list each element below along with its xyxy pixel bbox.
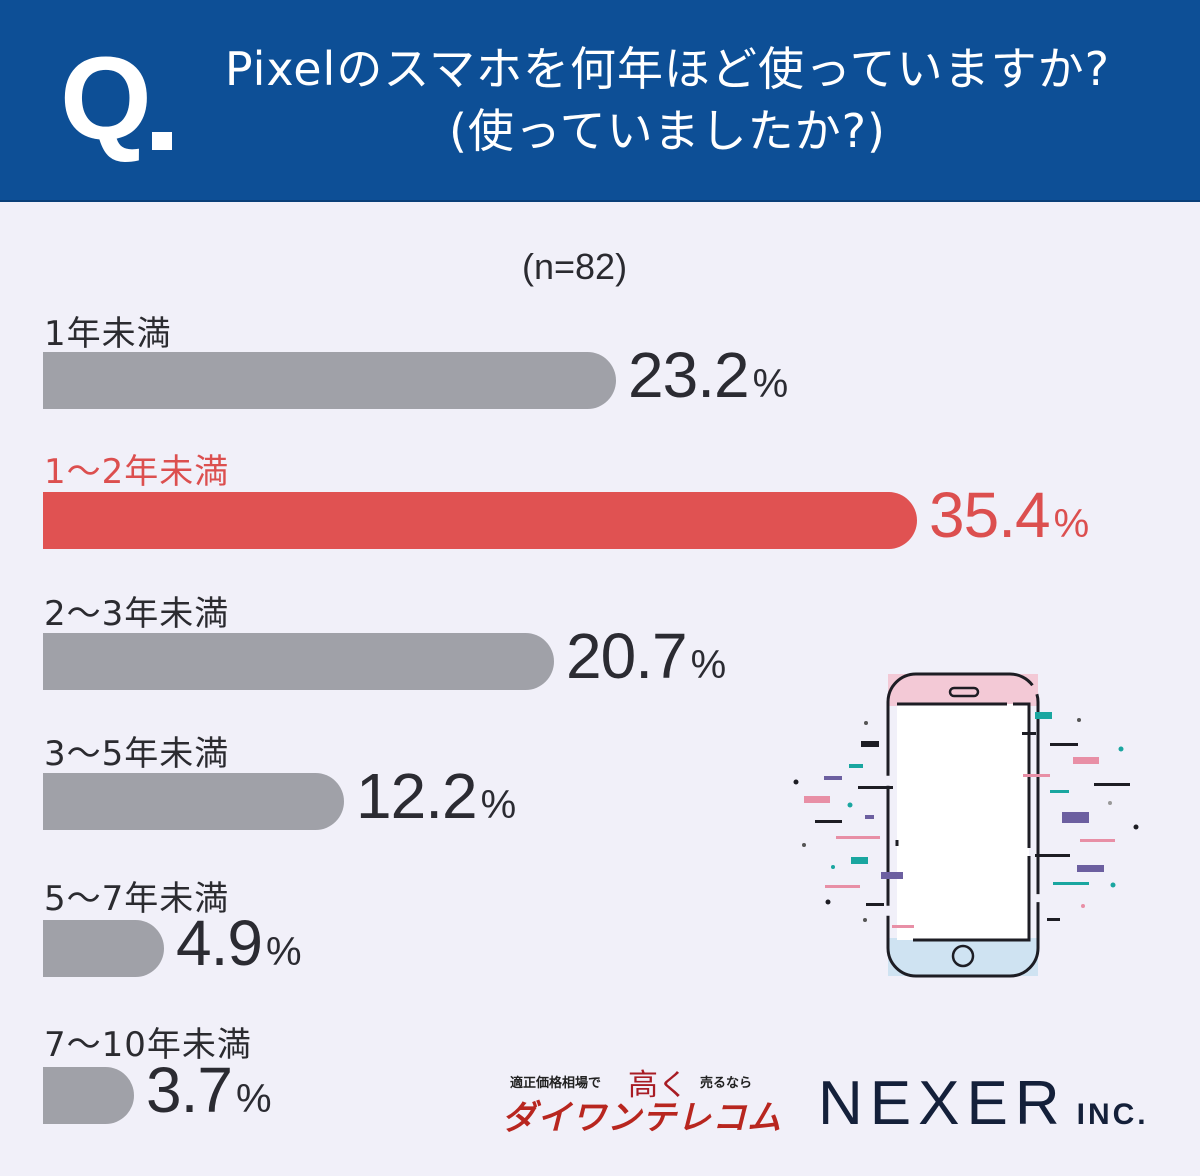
smartphone-illustration-icon: [793, 672, 1139, 978]
category-label: 5〜7年未満: [44, 879, 230, 919]
value-number: 4.9: [176, 907, 263, 979]
company-suffix: INC.: [1076, 1098, 1149, 1131]
question-title: Pixelのスマホを何年ほど使っていますか? (使っていましたか?): [175, 38, 1160, 162]
bar: [43, 633, 554, 690]
percent-sign: %: [265, 930, 302, 974]
bar: [43, 773, 344, 830]
nexer-logo: NEXER INC.: [818, 1068, 1149, 1139]
sponsor-tagline-emphasis: 高く: [628, 1068, 688, 1103]
category-label: 1〜2年未満: [44, 452, 230, 492]
value-number: 23.2: [628, 339, 750, 411]
percent-sign: %: [690, 643, 727, 687]
category-label: 2〜3年未満: [44, 594, 230, 634]
sponsor-tagline-post: 売るなら: [700, 1076, 753, 1091]
percent-sign: %: [752, 362, 789, 406]
value-number: 20.7: [566, 620, 688, 692]
value-label: 35.4%: [929, 478, 1089, 552]
category-label: 1年未満: [44, 314, 172, 354]
question-header: Q Pixelのスマホを何年ほど使っていますか? (使っていましたか?): [0, 0, 1200, 202]
percent-sign: %: [480, 783, 517, 827]
sponsor-brand-name: ダイワンテレコム: [502, 1098, 782, 1138]
category-label: 7〜10年未満: [44, 1025, 252, 1065]
value-label: 12.2%: [356, 759, 516, 833]
value-label: 4.9%: [176, 906, 302, 980]
q-dot: [152, 132, 172, 150]
company-name: NEXER: [818, 1069, 1067, 1138]
value-number: 3.7: [146, 1054, 233, 1126]
q-mark: Q: [60, 33, 152, 165]
bar: [43, 492, 917, 549]
category-label: 3〜5年未満: [44, 734, 230, 774]
value-number: 35.4: [929, 479, 1051, 551]
title-line-1: Pixelのスマホを何年ほど使っていますか?: [224, 42, 1111, 96]
title-line-2: (使っていましたか?): [448, 104, 886, 158]
sample-size: (n=82): [522, 246, 628, 287]
bar: [43, 352, 616, 409]
percent-sign: %: [235, 1077, 272, 1121]
sponsor-tagline-pre: 適正価格相場で: [510, 1076, 602, 1091]
sponsor-logo-daiwan-telecom: 適正価格相場で 高く 売るなら ダイワンテレコム: [502, 1062, 781, 1138]
bar: [43, 1067, 134, 1124]
value-label: 20.7%: [566, 619, 726, 693]
bar: [43, 920, 164, 977]
value-label: 3.7%: [146, 1053, 272, 1127]
value-number: 12.2: [356, 760, 478, 832]
value-label: 23.2%: [628, 338, 788, 412]
percent-sign: %: [1053, 502, 1090, 546]
